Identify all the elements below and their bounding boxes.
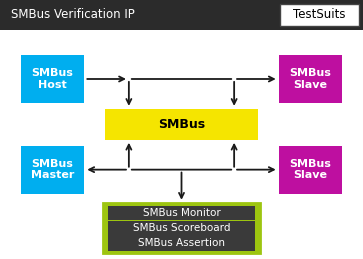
Text: SMBus Verification IP: SMBus Verification IP xyxy=(11,8,135,21)
Text: SMBus
Master: SMBus Master xyxy=(31,159,74,181)
Text: SMBus: SMBus xyxy=(158,118,205,131)
Text: SMBus Scoreboard: SMBus Scoreboard xyxy=(133,224,230,233)
Bar xyxy=(108,236,255,251)
Bar xyxy=(280,4,359,26)
Bar xyxy=(0,0,363,30)
Text: SMBus
Slave: SMBus Slave xyxy=(289,68,331,90)
Bar xyxy=(108,206,255,220)
Bar xyxy=(21,55,84,103)
Text: SMBus Assertion: SMBus Assertion xyxy=(138,239,225,248)
Bar xyxy=(279,146,342,194)
Bar xyxy=(279,55,342,103)
Text: TestSuits: TestSuits xyxy=(293,8,346,21)
Bar xyxy=(103,203,260,253)
Text: SMBus Monitor: SMBus Monitor xyxy=(143,208,220,218)
Bar xyxy=(0,30,363,259)
Bar xyxy=(105,109,258,140)
Bar xyxy=(108,221,255,236)
Bar xyxy=(21,146,84,194)
Text: SMBus
Slave: SMBus Slave xyxy=(289,159,331,181)
Text: SMBus
Host: SMBus Host xyxy=(32,68,74,90)
